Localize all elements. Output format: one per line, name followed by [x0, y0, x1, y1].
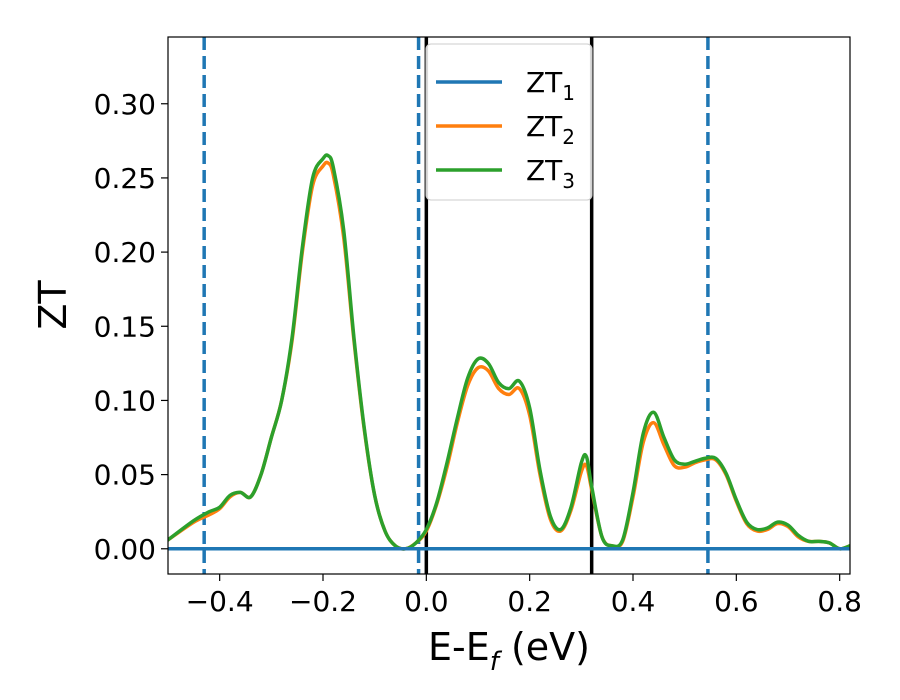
legend-label-zt1: ZT1 — [526, 66, 575, 105]
legend-label-zt3: ZT3 — [526, 154, 575, 193]
legend-label-name: ZT — [526, 66, 563, 99]
x-axis: −0.4 −0.2 0.0 0.2 0.4 0.6 0.8 — [186, 574, 862, 618]
y-tick-label: 0.10 — [94, 384, 156, 417]
x-tick-label: −0.2 — [289, 585, 357, 618]
y-tick-label: 0.00 — [94, 533, 156, 566]
legend-label-subscript: 3 — [562, 169, 575, 193]
x-tick-label: 0.0 — [404, 585, 449, 618]
y-tick-label: 0.25 — [94, 162, 156, 195]
y-tick-label: 0.30 — [94, 88, 156, 121]
legend-label-subscript: 1 — [562, 81, 575, 105]
legend-label-zt2: ZT2 — [526, 110, 575, 149]
y-tick-label: 0.05 — [94, 459, 156, 492]
legend-label-name: ZT — [526, 110, 563, 143]
series-layer — [168, 153, 850, 551]
y-tick-label: 0.20 — [94, 236, 156, 269]
legend-label-subscript: 2 — [562, 125, 575, 149]
x-axis-title-main: E-E — [428, 625, 490, 669]
series-line-zt3 — [168, 153, 850, 551]
x-tick-label: 0.6 — [714, 585, 759, 618]
plot-frame — [167, 36, 851, 575]
x-axis-title-unit: (eV) — [499, 625, 590, 669]
x-tick-label: −0.4 — [186, 585, 254, 618]
x-tick-label: 0.4 — [611, 585, 656, 618]
y-axis-title: ZT — [31, 280, 75, 330]
x-tick-label: 0.2 — [507, 585, 552, 618]
y-tick-label: 0.15 — [94, 310, 156, 343]
y-axis: 0.00 0.05 0.10 0.15 0.20 0.25 0.30 — [94, 88, 168, 566]
x-tick-label: 0.8 — [817, 585, 862, 618]
legend-label-name: ZT — [526, 154, 563, 187]
x-axis-title: E-Ef (eV) — [428, 625, 590, 677]
